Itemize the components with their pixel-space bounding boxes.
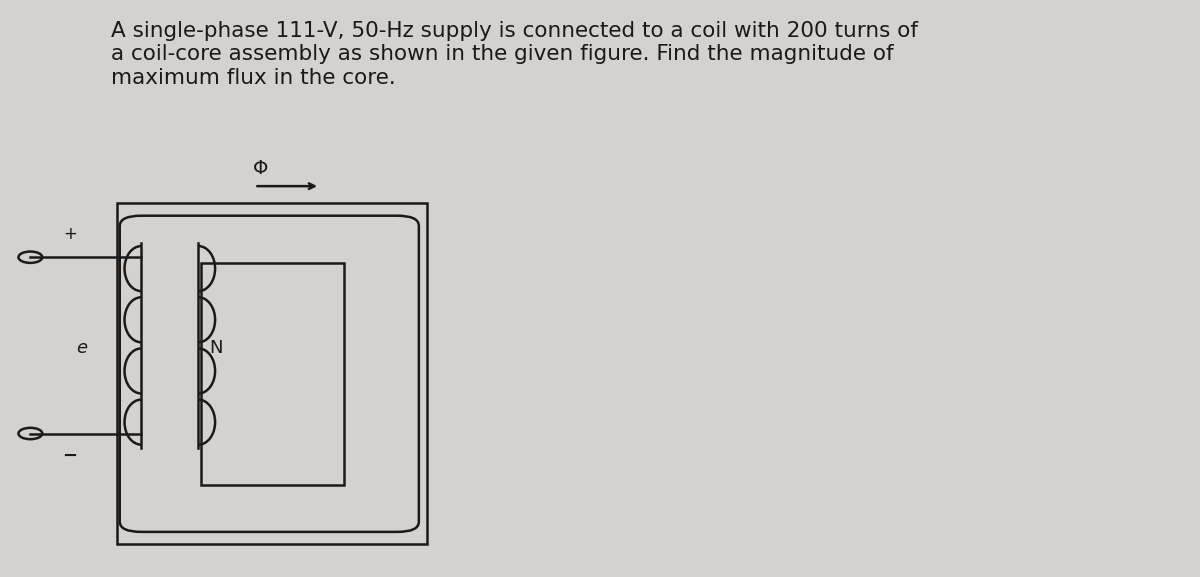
Text: +: +	[62, 226, 77, 243]
Text: −: −	[62, 447, 77, 465]
Bar	[118, 203, 427, 545]
Text: A single-phase 111-V, 50-Hz supply is connected to a coil with 200 turns of
a co: A single-phase 111-V, 50-Hz supply is co…	[112, 21, 918, 88]
Bar	[200, 263, 343, 485]
Text: Φ: Φ	[253, 159, 268, 178]
Text: N: N	[209, 339, 223, 357]
Text: e: e	[76, 339, 88, 357]
